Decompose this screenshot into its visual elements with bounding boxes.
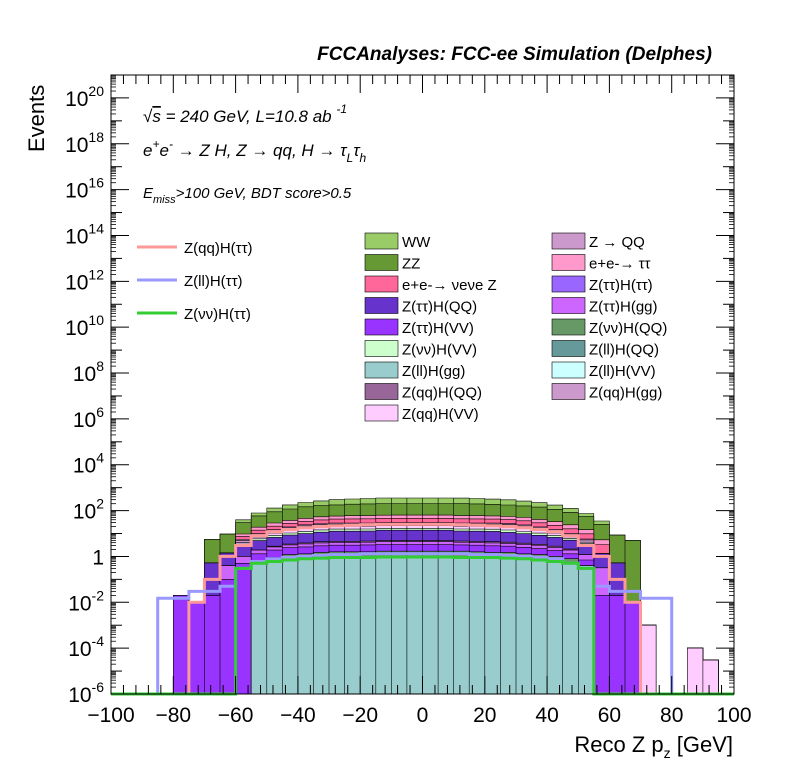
legend-swatch-z-qq-h-gg	[551, 383, 586, 400]
x-tick-label: 60	[598, 704, 621, 727]
legend-swatch-z-h-qq	[551, 318, 586, 336]
legend-label-zz: ZZ	[402, 256, 420, 273]
legend-label-z-h-qq: Z(ττ)H(QQ)	[402, 299, 477, 316]
legend-label-z-qq: Z → QQ	[589, 234, 645, 251]
y-tick-label: 106	[73, 404, 104, 432]
legend-label-z-ll-h: Z(ll)H(ττ)	[184, 273, 243, 290]
y-tick-label: 1018	[65, 129, 104, 157]
annotations: √s = 240 GeV, L=10.8 ab -1 e+e- → Z H, Z…	[143, 102, 367, 206]
line-z-qq-h	[111, 522, 734, 696]
stack-legend: WW ZZ e+e-→ νeνe Z Z(ττ)H(QQ) Z(ττ)H(VV) Z(νν…	[364, 232, 667, 423]
stacked-histograms	[173, 497, 719, 695]
y-tick-label: 10-6	[68, 679, 104, 707]
legend-swatch-z-qq-h-vv	[364, 404, 399, 422]
x-tick-label: 0	[417, 704, 429, 727]
legend-swatch-z-h	[551, 275, 586, 293]
y-tick-label: 10-2	[68, 587, 104, 615]
y-tick-label: 102	[73, 496, 104, 524]
legend-swatch-z-ll-h-qq	[551, 340, 586, 357]
legend-label-e-e: e+e-→ ττ	[589, 256, 651, 273]
line-legend: Z(qq)H(ττ) Z(ll)H(ττ) Z(νν)H(ττ)	[137, 240, 253, 323]
y-tick-label: 108	[73, 358, 104, 386]
x-tick-label: 80	[660, 704, 683, 727]
x-tick-label: 40	[535, 704, 558, 727]
y-tick-label: 1	[92, 546, 104, 569]
legend-swatch-z-h-vv	[364, 318, 399, 336]
legend-swatch-z-qq	[551, 232, 586, 250]
legend-label-e-e-e-e-z: e+e-→ νeνe Z	[402, 277, 497, 294]
x-tick-label: 100	[716, 704, 751, 727]
legend-swatch-zz	[364, 254, 399, 271]
y-tick-label: 104	[73, 450, 104, 478]
y-tick-label: 1014	[65, 220, 104, 248]
legend-label-z-h-vv: Z(ττ)H(VV)	[402, 320, 474, 337]
legend-swatch-z-h-gg	[551, 297, 586, 314]
line-histograms	[111, 522, 734, 696]
annotation-cuts: Emiss>100 GeV, BDT score>0.5	[143, 185, 352, 206]
legend-label-z-h-vv: Z(νν)H(VV)	[402, 342, 477, 359]
legend-swatch-z-ll-h-vv	[551, 361, 586, 379]
x-tick-label: 20	[473, 704, 496, 727]
legend-label-z-qq-h-vv: Z(qq)H(VV)	[402, 406, 479, 423]
legend-swatch-z-h-vv	[364, 340, 399, 357]
x-tick-label: −80	[155, 704, 191, 727]
line-z-h	[111, 555, 734, 696]
legend-label-z-h-qq: Z(νν)H(QQ)	[589, 320, 667, 337]
legend-label-z-qq-h-gg: Z(qq)H(gg)	[589, 385, 662, 402]
y-tick-label: 1012	[65, 266, 104, 294]
y-axis-label: Events	[24, 85, 49, 152]
legend-label-z-ll-h-vv: Z(ll)H(VV)	[589, 363, 656, 380]
legend-swatch-ww	[364, 232, 399, 250]
legend-swatch-z-ll-h-gg	[364, 361, 399, 379]
legend-label-z-h: Z(ττ)H(ττ)	[589, 277, 653, 294]
legend-label-z-ll-h-qq: Z(ll)H(QQ)	[589, 342, 659, 359]
y-tick-label: 10-4	[68, 633, 104, 661]
x-axis-label: Reco Z pz [GeV]	[574, 732, 733, 761]
x-tick-label: −100	[87, 704, 134, 727]
x-tick-label: −60	[218, 704, 254, 727]
legend-label-ww: WW	[402, 234, 431, 251]
legend-swatch-e-e	[551, 254, 586, 271]
x-tick-label: −20	[342, 704, 378, 727]
stack-z-ll-h-gg	[250, 556, 595, 695]
chart-title: FCCAnalyses: FCC-ee Simulation (Delphes)	[317, 44, 712, 65]
legend-label-z-ll-h-gg: Z(ll)H(gg)	[402, 363, 465, 380]
legend-label-z-h: Z(νν)H(ττ)	[184, 306, 251, 323]
y-tick-label: 1016	[65, 175, 104, 203]
legend-label-z-h-gg: Z(ττ)H(gg)	[589, 299, 658, 316]
y-tick-label: 1020	[65, 83, 104, 111]
line-z-ll-h	[111, 552, 734, 696]
legend-swatch-z-h-qq	[364, 297, 399, 314]
legend-swatch-e-e-e-e-z	[364, 275, 399, 293]
legend-swatch-z-qq-h-qq	[364, 383, 399, 400]
x-axis: −100 −80 −60 −40 −20 0 20 40 60 80 100	[87, 75, 752, 727]
x-tick-label: −40	[280, 704, 316, 727]
y-axis: 10-6 10-4 10-2 1 102 104 106 108 1010 1012 1014 101…	[65, 75, 734, 707]
legend-label-z-qq-h-qq: Z(qq)H(QQ)	[402, 385, 482, 402]
y-tick-label: 1010	[65, 312, 104, 340]
legend-label-z-qq-h: Z(qq)H(ττ)	[184, 240, 253, 257]
